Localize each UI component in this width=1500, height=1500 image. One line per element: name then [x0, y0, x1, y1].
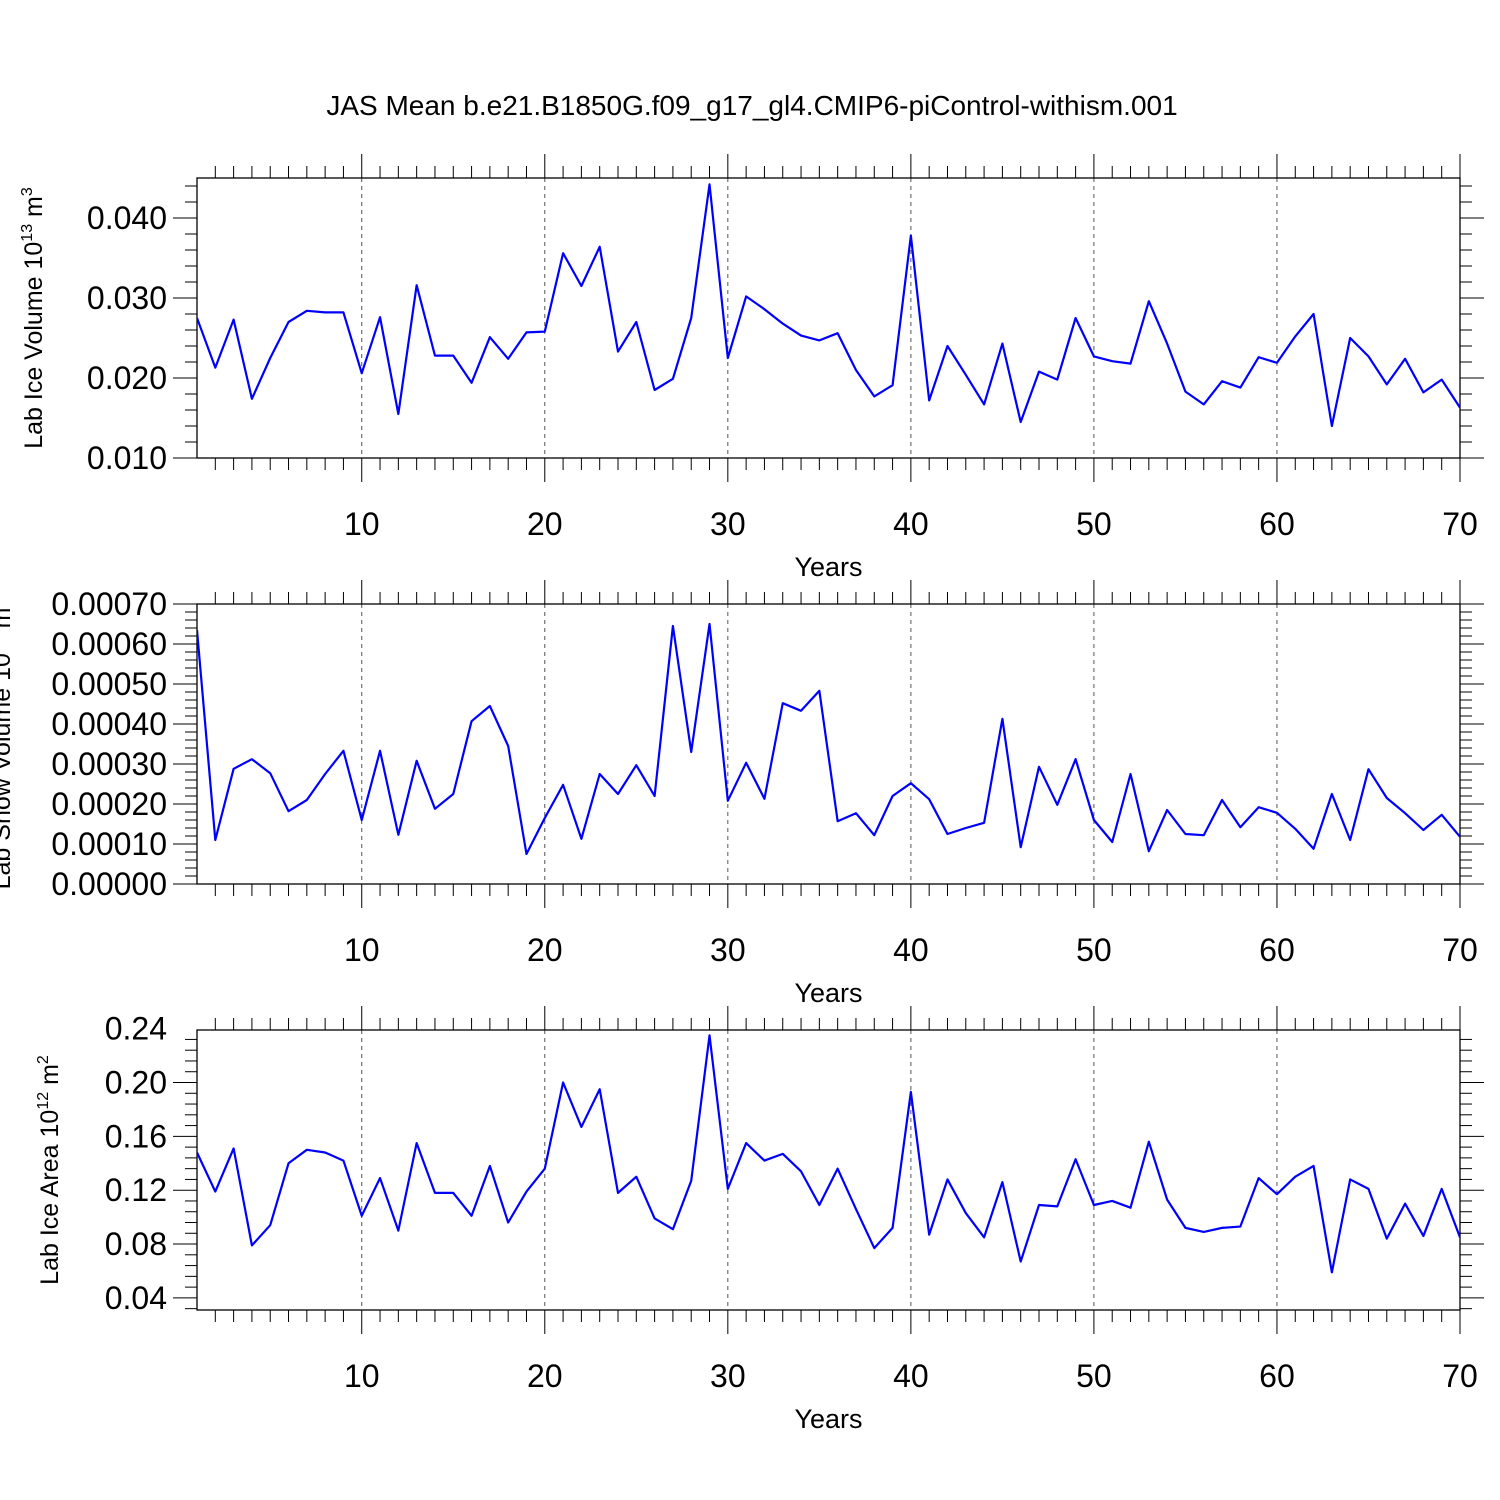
x-tick-label: 10	[344, 1358, 380, 1394]
panel-lab-snow-volume: 10 20 30 40 50 60 70 0.00000 0.00010 0.00020 0.000…	[0, 580, 1484, 1008]
y-axis-label-text: Lab Ice Area 10	[36, 1110, 64, 1285]
x-tick-label: 50	[1076, 932, 1112, 968]
x-tick-label: 70	[1442, 1358, 1478, 1394]
x-axis-label: Years	[794, 552, 862, 582]
y-tick-label: 0.030	[87, 280, 167, 316]
x-tick-label: 30	[710, 932, 746, 968]
y-tick-label: 0.00000	[51, 866, 167, 902]
y-axis-label-superscript: 13	[19, 224, 36, 242]
plot-frame	[196, 177, 1461, 459]
plot-frame	[196, 1029, 1461, 1311]
y-tick-label: 0.00040	[51, 706, 167, 742]
y-tick-label: 0.00020	[51, 786, 167, 822]
y-axis-label-superscript: 12	[35, 1092, 52, 1110]
x-tick-label: 20	[527, 1358, 563, 1394]
y-tick-label: 0.00010	[51, 826, 167, 862]
panel-lab-ice-volume: 10 20 30 40 50 60 70 0.010 0.020 0.030 0.040 Years L…	[19, 154, 1484, 582]
x-tick-label: 70	[1442, 506, 1478, 542]
y-tick-label: 0.00060	[51, 626, 167, 662]
x-tick-label: 20	[527, 932, 563, 968]
x-tick-label: 40	[893, 506, 929, 542]
plot-frame	[196, 603, 1461, 885]
panel-lab-ice-area: 10 20 30 40 50 60 70 0.04 0.08 0.12 0.16 0.20 0.24 Ye…	[35, 1006, 1484, 1434]
y-axis-label-text: Lab Ice Volume 10	[20, 242, 48, 449]
y-tick-label: 0.020	[87, 360, 167, 396]
y-axis-label-text: m	[20, 196, 48, 224]
x-tick-label: 60	[1259, 932, 1295, 968]
x-tick-label: 60	[1259, 1358, 1295, 1394]
x-tick-label: 30	[710, 506, 746, 542]
y-tick-label: 0.04	[105, 1280, 167, 1316]
x-tick-label: 50	[1076, 506, 1112, 542]
y-tick-label: 0.00070	[51, 586, 167, 622]
y-tick-label: 0.00030	[51, 746, 167, 782]
series-line	[197, 622, 1460, 856]
y-axis-label-superscript: 3	[0, 599, 4, 608]
y-tick-label: 0.00050	[51, 666, 167, 702]
y-tick-label: 0.24	[105, 1011, 167, 1047]
x-tick-label: 40	[893, 1358, 929, 1394]
x-tick-label: 40	[893, 932, 929, 968]
y-axis-label-superscript: 2	[35, 1055, 52, 1064]
x-tick-label: 70	[1442, 932, 1478, 968]
x-tick-label: 50	[1076, 1358, 1112, 1394]
y-tick-label: 0.20	[105, 1065, 167, 1101]
y-axis-label-superscript: 3	[19, 187, 36, 196]
y-axis-label-text: Lab Snow Volume 10	[0, 653, 16, 889]
x-axis-label: Years	[794, 978, 862, 1008]
x-tick-label: 10	[344, 506, 380, 542]
y-axis-label-superscript: 13	[0, 635, 4, 653]
y-tick-label: 0.12	[105, 1172, 167, 1208]
series-line	[197, 183, 1460, 428]
y-axis-label: Lab Ice Volume 1013 m3	[19, 187, 48, 449]
x-tick-label: 10	[344, 932, 380, 968]
y-tick-label: 0.010	[87, 440, 167, 476]
y-axis-label: Lab Ice Area 1012 m2	[35, 1055, 64, 1285]
y-axis-label-text: m	[36, 1064, 64, 1092]
y-tick-label: 0.16	[105, 1118, 167, 1154]
y-axis-label-text: m	[0, 608, 16, 636]
x-tick-label: 60	[1259, 506, 1295, 542]
x-tick-label: 30	[710, 1358, 746, 1394]
y-tick-label: 0.08	[105, 1226, 167, 1262]
chart-title: JAS Mean b.e21.B1850G.f09_g17_gl4.CMIP6-…	[326, 90, 1177, 121]
x-tick-label: 20	[527, 506, 563, 542]
series-line	[197, 1034, 1460, 1274]
x-axis-label: Years	[794, 1404, 862, 1434]
y-axis-label: Lab Snow Volume 1013 m3	[0, 599, 16, 890]
y-tick-label: 0.040	[87, 200, 167, 236]
